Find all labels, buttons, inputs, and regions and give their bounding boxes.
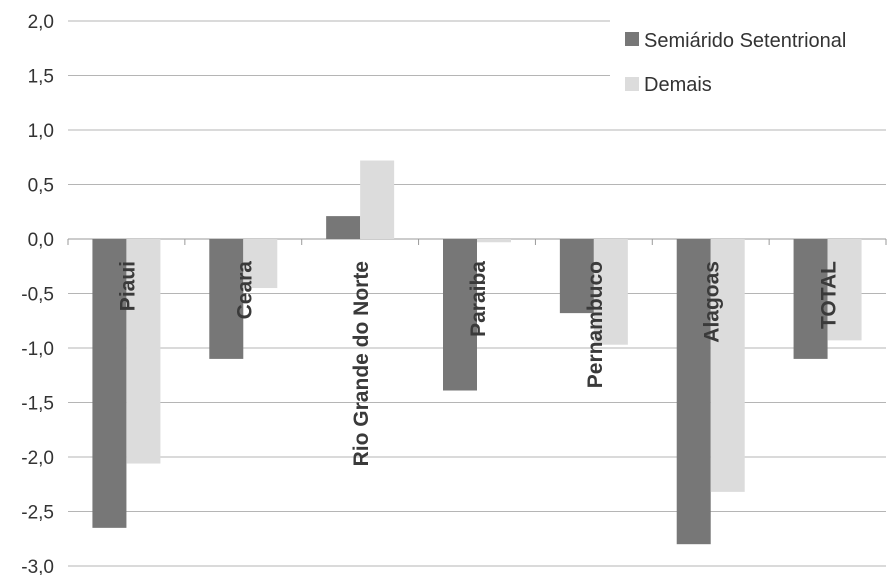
legend-background	[610, 20, 892, 105]
y-tick-label: -0,5	[21, 285, 54, 306]
bar-semiarido-alagoas	[676, 239, 711, 545]
category-label: Rio Grande do Norte	[350, 261, 373, 466]
y-tick-label: 2,0	[28, 12, 54, 33]
y-tick-label: 0,5	[28, 176, 54, 197]
bar-demais-paraiba	[477, 239, 511, 243]
y-tick-label: 0,0	[28, 230, 54, 251]
category-labels: Piaui Ceara Rio Grande do Norte Paraiba Pern…	[116, 261, 840, 467]
category-label: Paraiba	[467, 261, 490, 337]
bar-demais-pernambuco	[593, 239, 628, 345]
y-tick-label: 1,5	[28, 67, 54, 88]
legend-label-demais: Demais	[644, 74, 712, 96]
bar-semiarido-total	[793, 239, 828, 359]
bar-demais-ceara	[243, 239, 278, 289]
y-tick-label: -1,5	[21, 394, 54, 415]
bars	[92, 160, 862, 545]
legend-swatch-semiarido	[625, 32, 639, 46]
y-tick-label: -3,0	[21, 557, 54, 575]
category-label: TOTAL	[818, 261, 841, 329]
category-label: Pernambuco	[584, 261, 607, 388]
category-label: Piaui	[116, 261, 139, 311]
y-tick-label: -2,0	[21, 448, 54, 469]
y-tick-label: -1,0	[21, 339, 54, 360]
legend: Semiárido Setentrional Demais	[610, 20, 892, 105]
category-label: Alagoas	[701, 261, 724, 343]
legend-label-semiarido: Semiárido Setentrional	[644, 30, 846, 52]
legend-swatch-demais	[625, 77, 639, 91]
category-label: Ceara	[233, 261, 256, 320]
bar-semiarido-piaui	[92, 239, 127, 528]
bar-semiarido-paraiba	[443, 239, 477, 391]
bar-demais-rio-grande-do-norte	[360, 160, 395, 239]
bar-demais-alagoas	[710, 239, 745, 492]
bar-semiarido-rio-grande-do-norte	[326, 216, 361, 239]
bar-semiarido-pernambuco	[559, 239, 594, 314]
bar-demais-piaui	[126, 239, 161, 464]
bar-semiarido-ceara	[209, 239, 244, 359]
y-axis-tick-labels: 2,0 1,5 1,0 0,5 0,0 -0,5 -1,0 -1,5 -2,0 -2,5 -3,0	[21, 12, 54, 575]
y-tick-label: -2,5	[21, 503, 54, 524]
y-tick-label: 1,0	[28, 121, 54, 142]
bar-demais-total	[827, 239, 862, 341]
